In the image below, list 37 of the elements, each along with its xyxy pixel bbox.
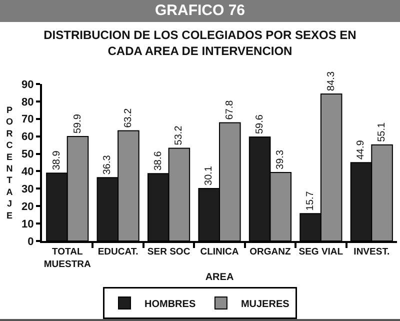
y-tick-label: 80 <box>22 96 34 108</box>
y-tick-label: 50 <box>22 148 34 161</box>
data-label: 36.3 <box>102 154 114 175</box>
x-tick-label: SER SOC <box>147 246 190 258</box>
x-axis-title: AREA <box>205 272 234 283</box>
data-label: 67.8 <box>224 100 236 120</box>
x-tick-label: ORGANZ <box>250 246 291 258</box>
x-tick-label: EDUCAT. <box>98 246 138 258</box>
y-tick-label: 70 <box>22 114 34 126</box>
x-tick-label: SEG VIAL <box>298 246 344 258</box>
data-label: 84.3 <box>326 71 337 91</box>
data-label: 15.7 <box>305 190 316 211</box>
data-label: 59.6 <box>254 114 266 134</box>
data-label: 53.2 <box>174 125 185 146</box>
chart-subtitle: DISTRIBUCION DE LOS COLEGIADOS POR SEXOS EN CADA AREA DE INTERVENCION <box>42 27 358 59</box>
chart-title: GRAFICO 76 <box>154 2 245 19</box>
data-label: 38.6 <box>152 150 164 171</box>
x-tick-label: CLINICA <box>200 246 239 258</box>
text: PORCENTAJE <box>6 105 14 220</box>
data-label: 39.3 <box>275 150 286 170</box>
y-tick-label: 60 <box>22 131 34 144</box>
data-label: 38.9 <box>51 150 62 170</box>
data-label: 44.9 <box>356 140 367 160</box>
y-tick-label: 40 <box>22 166 34 178</box>
data-label: 63.2 <box>122 108 134 128</box>
y-tick-label: 30 <box>22 184 34 196</box>
y-tick-label: 0 <box>28 236 34 248</box>
x-tick-label: INVEST. <box>354 246 390 258</box>
legend-label: HOMBRES <box>144 298 196 310</box>
data-label: 59.9 <box>72 114 84 134</box>
y-tick-label: 10 <box>22 218 34 230</box>
legend-label: MUJERES <box>240 298 290 310</box>
y-tick-label: 20 <box>22 200 34 213</box>
data-label: 55.1 <box>376 122 388 142</box>
y-tick-label: 90 <box>22 78 34 91</box>
x-tick-label: TOTAL MUESTRA <box>44 246 91 270</box>
data-label: 30.1 <box>204 166 215 186</box>
